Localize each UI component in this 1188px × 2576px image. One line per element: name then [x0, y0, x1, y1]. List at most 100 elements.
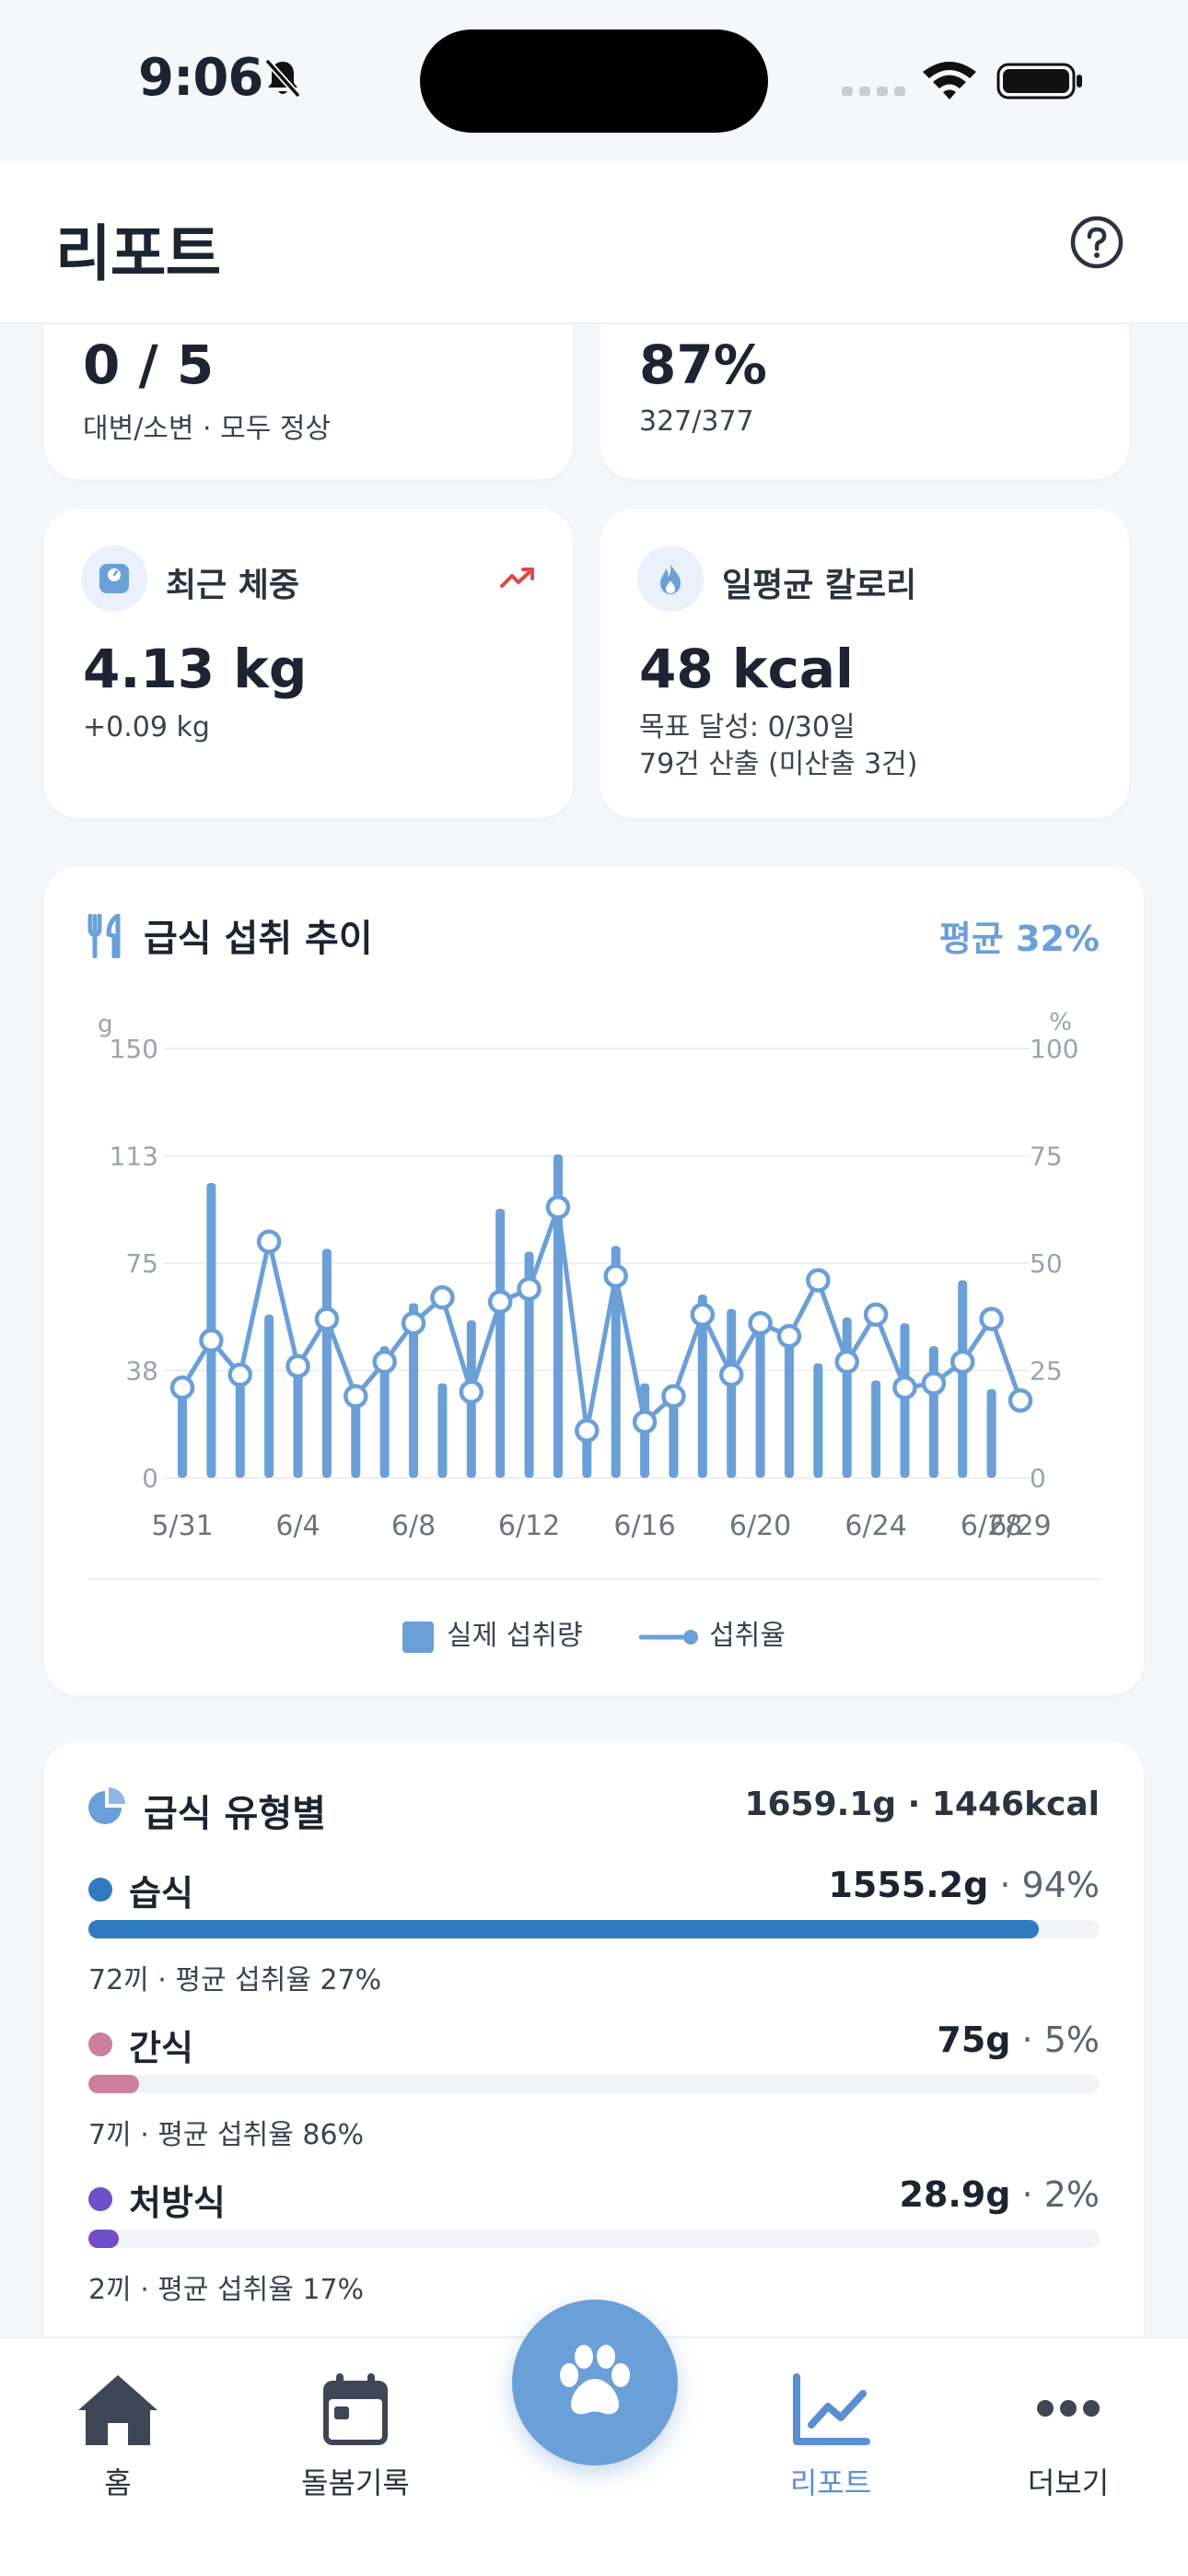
intake-rate-point: [487, 1289, 513, 1315]
tab-home[interactable]: 홈: [26, 2371, 210, 2510]
bell-muted-icon: [264, 58, 301, 99]
tab-report[interactable]: 리포트: [739, 2371, 923, 2510]
more-icon: [1037, 2400, 1100, 2417]
tab-home-label: 홈: [104, 2465, 132, 2500]
meal-type-row-snack[interactable]: 간식 75g · 5% 7끼 · 평균 섭취율 86%: [88, 2016, 1100, 2172]
daily-calorie-card[interactable]: 일평균 칼로리 48 kcal 목표 달성: 0/30일 79건 산출 (미산출…: [600, 509, 1129, 818]
scale-icon-badge: [81, 545, 147, 612]
type-name: 습식: [129, 1873, 193, 1914]
legend-bar-swatch: [402, 1621, 435, 1653]
app-header: 리포트: [0, 162, 1188, 324]
chart-title: 급식 섭취 추이: [144, 918, 373, 960]
calorie-value: 48 kcal: [639, 638, 854, 700]
meal-type-title: 급식 유형별: [144, 1793, 326, 1835]
y-tick-right: 25: [1030, 1356, 1063, 1387]
intake-rate-point: [892, 1375, 917, 1400]
x-tick-label: 6/8: [391, 1510, 436, 1542]
intake-rate-point: [199, 1328, 224, 1353]
intake-rate-point: [372, 1349, 397, 1375]
meal-type-row-prescription[interactable]: 처방식 28.9g · 2% 2끼 · 평균 섭취율 17%: [88, 2171, 1100, 2327]
legend-item-intake-amount: 실제 섭취량: [402, 1612, 583, 1653]
intake-rate-point: [776, 1323, 802, 1349]
calorie-count: 79건 산출 (미산출 3건): [639, 748, 918, 780]
flame-icon-badge: [637, 545, 704, 612]
tab-more-label: 더보기: [1027, 2465, 1110, 2500]
intake-rate-point: [459, 1379, 484, 1405]
intake-rate-point: [632, 1410, 658, 1434]
help-icon[interactable]: [1068, 214, 1125, 271]
tab-care-log[interactable]: 돌봄기록: [263, 2371, 448, 2510]
type-name: 처방식: [129, 2183, 226, 2223]
intake-rate-point: [603, 1263, 628, 1289]
legend-label-intake-amount: 실제 섭취량: [447, 1620, 583, 1652]
x-tick-label: 5/31: [151, 1510, 213, 1542]
type-color-dot: [88, 2032, 112, 2056]
wifi-icon: [923, 62, 976, 100]
intake-bar: [235, 1368, 245, 1478]
intake-bar: [928, 1346, 938, 1478]
intake-bar: [842, 1317, 852, 1478]
intake-rate-point: [227, 1362, 253, 1388]
intake-bar: [900, 1323, 910, 1478]
intake-rate-point: [718, 1362, 744, 1388]
type-progress-fill: [88, 2075, 139, 2093]
intake-rate-point: [1007, 1388, 1033, 1413]
utensils-icon: [87, 914, 121, 958]
intake-bar: [178, 1383, 187, 1478]
y-unit-left: g: [98, 1011, 113, 1038]
intake-bar: [495, 1208, 506, 1478]
tab-more[interactable]: 더보기: [976, 2371, 1160, 2510]
status-time: 9:06: [138, 48, 263, 108]
y-tick-right: 75: [1030, 1142, 1063, 1172]
type-progress-fill: [88, 1920, 1040, 1938]
line-chart-icon: [793, 2373, 870, 2445]
x-tick-label: 6/12: [498, 1510, 560, 1542]
y-tick-left: 75: [125, 1248, 158, 1279]
intake-rate-point: [430, 1285, 455, 1310]
type-detail: 7끼 · 평균 섭취율 86%: [88, 2119, 365, 2151]
calorie-label: 일평균 칼로리: [722, 567, 917, 604]
intake-bar: [351, 1391, 361, 1478]
intake-bar: [611, 1246, 621, 1478]
intake-bar: [784, 1342, 794, 1478]
intake-percent: 87%: [639, 334, 767, 396]
intake-rate-point: [545, 1195, 571, 1220]
paw-icon: [560, 2345, 630, 2415]
calorie-details: 목표 달성: 0/30일 79건 산출 (미산출 3건): [639, 709, 917, 783]
intake-bar: [871, 1380, 881, 1478]
x-tick-label: 6/28: [961, 1510, 1022, 1542]
type-name: 간식: [129, 2028, 193, 2068]
x-tick-label: 6/4: [275, 1510, 320, 1542]
status-bar: 9:06: [0, 0, 1188, 162]
elimination-status: 대변/소변 · 모두 정상: [83, 413, 332, 445]
cellular-signal-icon: [842, 87, 905, 96]
legend-label-intake-rate: 섭취율: [709, 1620, 786, 1652]
scale-icon: [99, 564, 129, 593]
intake-rate-point: [806, 1268, 831, 1293]
y-tick-right: 0: [1030, 1463, 1046, 1493]
type-color-dot: [88, 1878, 112, 1902]
x-tick-label: 6/20: [729, 1510, 791, 1542]
intake-bar: [437, 1383, 448, 1478]
y-tick-right: 50: [1030, 1248, 1063, 1279]
dynamic-island: [420, 29, 768, 133]
intake-bar: [293, 1368, 303, 1478]
intake-rate-point: [517, 1276, 542, 1302]
type-progress-track: [88, 2075, 1100, 2093]
legend-line-swatch: [639, 1629, 699, 1645]
page-title: 리포트: [55, 218, 221, 289]
paw-action-button[interactable]: [512, 2300, 678, 2465]
intake-rate-point: [863, 1302, 889, 1328]
trend-up-icon: [500, 568, 534, 588]
x-tick-label: 6/29: [989, 1510, 1051, 1542]
chart-average: 평균 32%: [938, 919, 1100, 959]
recent-weight-card[interactable]: 최근 체중 4.13 kg +0.09 kg: [44, 509, 573, 818]
type-color-dot: [88, 2187, 112, 2211]
feeding-trend-chart[interactable]: 150 100 113 75 75 50 38 25 0 0 g % 5/31 6/4 6/8 6/12 6/1…: [44, 866, 1144, 1695]
tab-report-label: 리포트: [789, 2465, 872, 2500]
y-tick-left: 113: [110, 1142, 158, 1172]
meal-type-total: 1659.1g · 1446kcal: [744, 1786, 1100, 1823]
intake-rate-point: [979, 1306, 1004, 1331]
meal-type-row-wet[interactable]: 습식 1555.2g · 94% 72끼 · 평균 섭취율 27%: [88, 1861, 1100, 2018]
chart-legend: 실제 섭취량 섭취율: [44, 1612, 1144, 1653]
